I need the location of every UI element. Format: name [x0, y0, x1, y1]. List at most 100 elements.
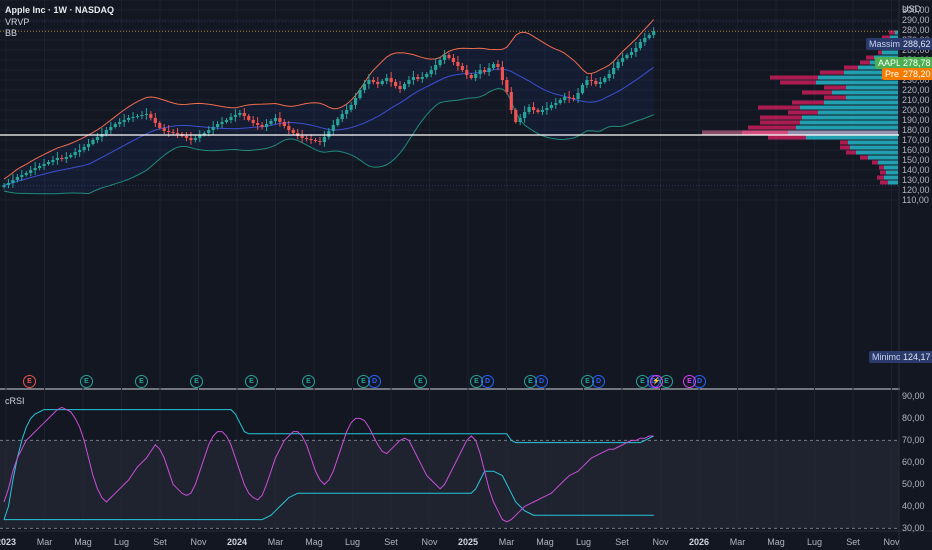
- price-tick: 170,00: [902, 135, 930, 145]
- dividend-icon[interactable]: D: [368, 375, 381, 388]
- price-tick: 230,00: [902, 75, 930, 85]
- earnings-icon[interactable]: E: [190, 375, 203, 388]
- time-tick: Nov: [883, 537, 900, 547]
- earnings-icon[interactable]: E: [80, 375, 93, 388]
- candle-body: [371, 80, 375, 82]
- candle-body: [46, 162, 51, 164]
- volume-bar-up: [818, 110, 898, 115]
- crsi-lower-band: [4, 470, 654, 521]
- volume-bar-down: [880, 180, 888, 185]
- candle-body: [474, 74, 478, 78]
- volume-bar-down: [872, 160, 878, 165]
- candle-body: [478, 70, 482, 74]
- earnings-icon[interactable]: E: [414, 375, 427, 388]
- earnings-icon[interactable]: E: [245, 375, 258, 388]
- volume-bar-up: [846, 95, 898, 100]
- volume-bar-up: [832, 90, 898, 95]
- symbol-legend[interactable]: Apple Inc · 1W · NASDAQ: [5, 5, 115, 15]
- volume-bar-down: [788, 110, 818, 115]
- volume-bar-up: [800, 105, 898, 110]
- candle-body: [135, 116, 140, 117]
- candle-body: [402, 84, 407, 89]
- price-tick: 280,00: [902, 25, 930, 35]
- candle-body: [389, 78, 393, 82]
- candle-body: [260, 125, 264, 127]
- candle-body: [42, 164, 46, 166]
- candle-body: [376, 82, 380, 84]
- candle-body: [15, 177, 19, 180]
- earnings-icon[interactable]: E: [23, 375, 36, 388]
- candle-body: [603, 78, 607, 82]
- candle-body: [438, 60, 442, 65]
- candle-body: [442, 55, 447, 60]
- vrvp-legend[interactable]: VRVP: [5, 17, 30, 27]
- time-tick: Nov: [652, 537, 669, 547]
- candle-body: [487, 68, 491, 72]
- candle-body: [189, 138, 193, 140]
- volume-bar-down: [846, 150, 856, 155]
- candle-body: [216, 124, 220, 127]
- high-value: 288,62: [900, 38, 932, 50]
- price-tick: 290,00: [902, 15, 930, 25]
- bb-legend[interactable]: BB: [5, 28, 18, 38]
- earnings-icon[interactable]: E: [683, 375, 696, 388]
- candle-body: [149, 114, 153, 118]
- oscillator-tick: 30,00: [902, 523, 925, 534]
- earnings-icon[interactable]: E: [302, 375, 315, 388]
- volume-bar-up: [802, 115, 898, 120]
- candle-body: [558, 100, 562, 103]
- candle-body: [496, 64, 500, 67]
- time-tick: Set: [384, 537, 398, 547]
- volume-bar-up: [890, 35, 898, 40]
- candle-body: [327, 131, 331, 137]
- price-tick: 200,00: [902, 105, 930, 115]
- candle-body: [536, 110, 540, 112]
- volume-bar-up: [806, 135, 898, 140]
- candle-body: [291, 130, 295, 133]
- candle-body: [580, 85, 585, 93]
- candle-body: [523, 112, 527, 118]
- candle-body: [73, 152, 77, 155]
- low-label: Minimo: [869, 351, 905, 363]
- candle-body: [6, 183, 11, 185]
- price-tick: 150,00: [902, 155, 930, 165]
- volume-bar-down: [840, 145, 850, 150]
- currency-label[interactable]: USD: [902, 4, 922, 14]
- candle-body: [278, 118, 282, 122]
- candle-body: [140, 115, 144, 116]
- time-tick: Set: [846, 537, 860, 547]
- candle-body: [238, 113, 242, 115]
- earnings-icon[interactable]: E: [135, 375, 148, 388]
- candle-body: [33, 168, 37, 170]
- candle-body: [91, 140, 95, 144]
- price-tick: 190,00: [902, 115, 930, 125]
- candle-body: [616, 62, 620, 68]
- time-tick: Nov: [421, 537, 438, 547]
- oscillator-tick: 80,00: [902, 413, 925, 424]
- candle-body: [207, 130, 211, 133]
- time-tick: Mag: [536, 537, 554, 547]
- pre-price: 278,20: [900, 68, 932, 80]
- candle-body: [429, 70, 433, 74]
- candle-body: [331, 125, 335, 131]
- dividend-icon[interactable]: D: [481, 375, 494, 388]
- candle-body: [162, 128, 166, 131]
- price-tick: 110,00: [902, 195, 929, 205]
- candle-body: [349, 105, 353, 110]
- candle-body: [451, 58, 456, 62]
- dividend-icon[interactable]: D: [592, 375, 605, 388]
- volume-bar-down: [792, 100, 824, 105]
- candle-body: [607, 74, 611, 78]
- candle-body: [456, 62, 460, 66]
- event-icon[interactable]: ⚡: [650, 375, 663, 388]
- candle-body: [318, 141, 322, 142]
- oscillator-tick: 60,00: [902, 457, 925, 468]
- candle-body: [211, 127, 215, 130]
- dividend-icon[interactable]: D: [535, 375, 548, 388]
- candle-body: [358, 90, 362, 98]
- crsi-legend[interactable]: cRSI: [5, 396, 25, 406]
- time-tick: Mag: [74, 537, 92, 547]
- candles[interactable]: [2, 27, 656, 189]
- candle-body: [24, 173, 28, 175]
